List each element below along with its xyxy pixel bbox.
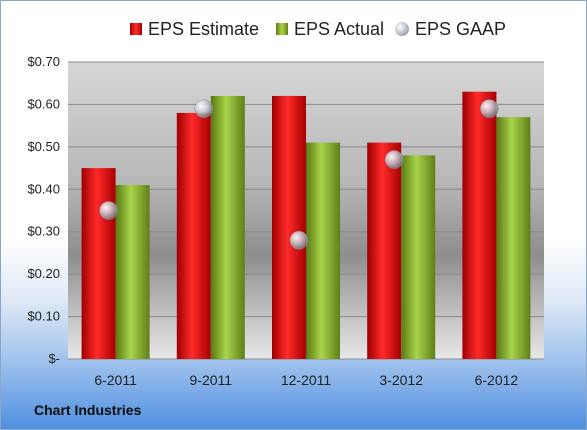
y-tick-label: $0.60 — [27, 96, 60, 111]
x-tick-label: 12-2011 — [281, 372, 332, 388]
y-tick-label: $0.70 — [27, 54, 60, 69]
bar-eps-actual — [306, 142, 340, 359]
legend-item-eps-gaap: EPS GAAP — [395, 14, 506, 44]
legend-swatch-estimate — [130, 23, 142, 35]
y-tick-label: $0.10 — [27, 309, 60, 324]
y-tick-label: $0.40 — [27, 181, 60, 196]
bar-eps-estimate — [176, 112, 211, 360]
marker-eps-gaap — [289, 230, 309, 250]
legend-item-eps-estimate: EPS Estimate — [130, 14, 259, 44]
x-tick-label: 3-2012 — [379, 372, 423, 388]
company-name: Chart Industries — [34, 402, 142, 418]
marker-eps-gaap — [384, 150, 404, 169]
x-tick-label: 6-2011 — [94, 372, 137, 388]
marker-eps-gaap — [480, 99, 499, 118]
marker-eps-gaap — [99, 201, 118, 220]
y-tick-label: $0.20 — [27, 266, 60, 281]
bar-eps-actual — [401, 155, 436, 359]
marker-eps-gaap — [194, 99, 214, 118]
legend-label-estimate: EPS Estimate — [148, 18, 260, 39]
bar-eps-actual — [496, 117, 531, 360]
bar-eps-estimate — [272, 95, 306, 359]
y-tick-label: $0.50 — [27, 139, 60, 154]
bar-eps-estimate — [81, 168, 116, 359]
bar-eps-actual — [210, 95, 245, 359]
legend-swatch-actual — [276, 23, 288, 35]
chart-legend: EPS Estimate EPS Actual EPS GAAP — [0, 14, 587, 44]
y-tick-label: $0.30 — [27, 224, 60, 239]
bar-eps-actual — [115, 185, 150, 359]
bar-eps-estimate — [367, 142, 402, 359]
y-tick-label: $- — [48, 351, 60, 366]
legend-label-gaap: EPS GAAP — [415, 18, 507, 39]
x-tick-label: 9-2011 — [190, 372, 233, 388]
bar-eps-estimate — [462, 91, 497, 359]
x-tick-label: 6-2012 — [475, 372, 519, 388]
legend-label-actual: EPS Actual — [294, 18, 385, 39]
legend-item-eps-actual: EPS Actual — [276, 14, 384, 44]
legend-swatch-gaap — [395, 22, 409, 36]
